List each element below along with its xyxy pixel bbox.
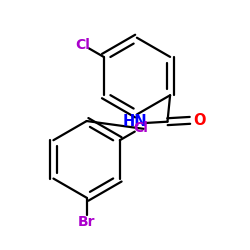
Text: Cl: Cl <box>75 38 90 52</box>
Text: Br: Br <box>78 215 96 229</box>
Text: O: O <box>194 113 206 128</box>
Text: Cl: Cl <box>134 121 148 135</box>
Text: HN: HN <box>122 114 147 129</box>
